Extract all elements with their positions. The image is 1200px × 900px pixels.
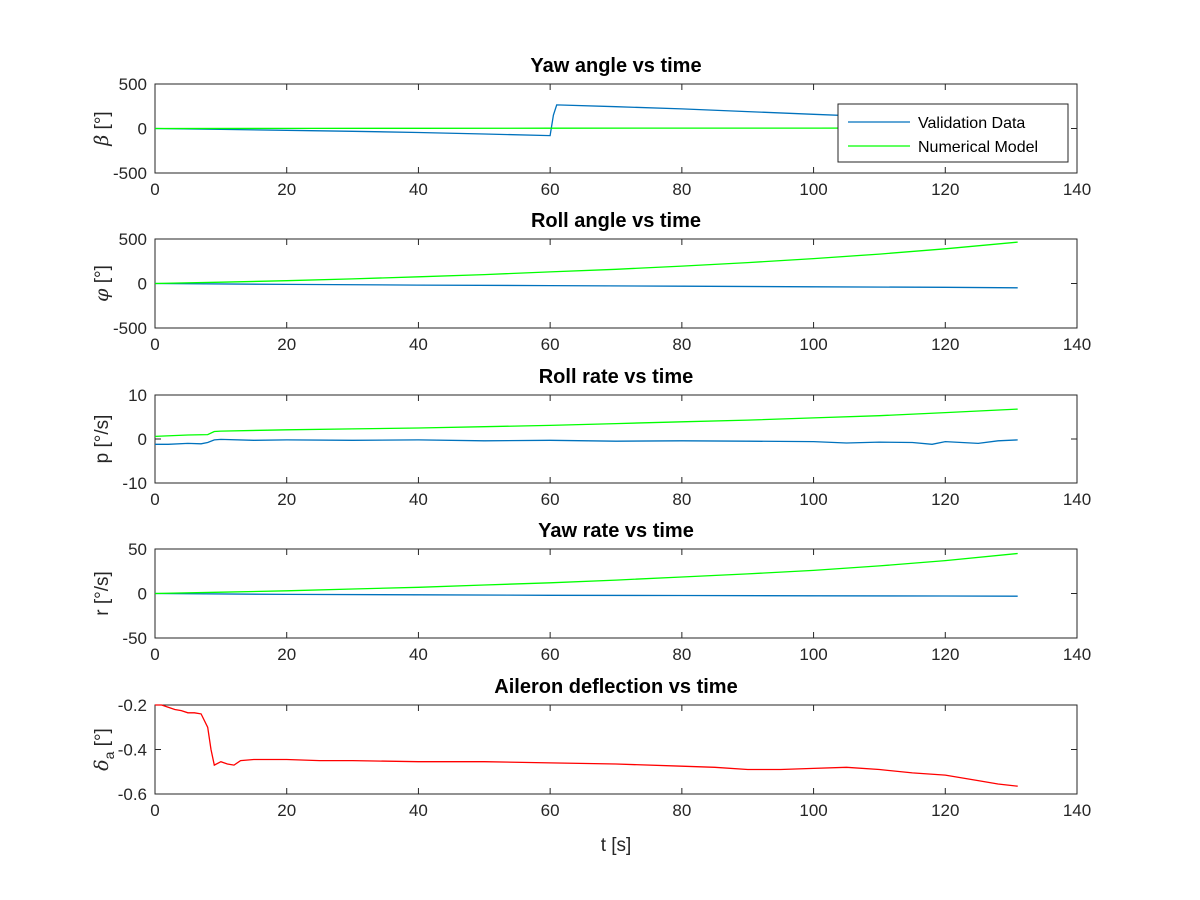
legend: Validation Data Numerical Model [837,103,1069,163]
x-tick-label: 20 [277,645,296,664]
x-tick-label: 80 [672,645,691,664]
y-axis-label-unit: [°/s] [92,571,113,609]
y-tick-label: 50 [128,540,147,559]
y-tick-label: 0 [138,585,147,604]
y-tick-label: 500 [119,75,147,94]
numerical-model-line [154,408,1018,438]
y-axis-label: r [°/s] [92,571,113,616]
x-tick-label: 140 [1063,645,1091,664]
validation-data-line [155,438,1018,445]
x-tick-label: 120 [931,490,959,509]
y-tick-label: -0.2 [118,696,147,715]
x-tick-label: 80 [672,490,691,509]
x-tick-label: 0 [150,645,159,664]
subplot-title: Yaw rate vs time [538,520,694,542]
x-tick-label: 80 [672,180,691,199]
x-tick-label: 100 [799,490,827,509]
y-tick-label: 0 [138,430,147,449]
x-tick-label: 80 [672,335,691,354]
y-tick-label: 0 [138,120,147,139]
x-tick-label: 140 [1063,801,1091,820]
axes-box [154,704,1078,795]
legend-entry: Validation Data [918,115,1025,132]
y-axis-label: β [°] [91,111,113,146]
x-tick-label: 40 [409,490,428,509]
x-tick-label: 120 [931,801,959,820]
x-tick-label: 40 [409,180,428,199]
y-axis-label-symbol: p [92,453,113,464]
y-axis-label-unit: [°] [92,728,113,751]
legend-entry: Numerical Model [918,139,1038,156]
x-tick-label: 140 [1063,180,1091,199]
x-tick-label: 140 [1063,335,1091,354]
x-tick-label: 40 [409,335,428,354]
numerical-model-line [154,552,1018,595]
x-tick-label: 60 [541,335,560,354]
y-tick-label: 500 [119,230,147,249]
x-tick-label: 40 [409,801,428,820]
y-axis-label-symbol: β [91,135,113,147]
y-tick-label: -0.4 [118,741,147,760]
x-tick-label: 100 [799,801,827,820]
subplot-title: Yaw angle vs time [530,55,701,77]
x-tick-label: 0 [150,801,159,820]
x-tick-label: 60 [541,180,560,199]
subplot-title: Roll rate vs time [539,366,694,388]
y-axis-label-subscript: a [101,751,117,759]
y-tick-label: 0 [138,275,147,294]
axes-box [154,548,1078,639]
aileron-line [155,704,1018,787]
subplot-title: Roll angle vs time [531,210,701,232]
y-tick-label: -10 [122,474,147,493]
numerical-model-line [154,241,1018,285]
legend-box [837,103,1069,163]
y-axis-label-unit: [°/s] [92,415,113,453]
x-tick-label: 120 [931,645,959,664]
y-axis-label-symbol: r [92,609,113,616]
x-tick-label: 20 [277,335,296,354]
x-tick-label: 100 [799,180,827,199]
y-axis-label-symbol: δ [91,759,113,770]
x-tick-label: 40 [409,645,428,664]
y-tick-label: -0.6 [118,785,147,804]
x-tick-label: 80 [672,801,691,820]
x-tick-label: 20 [277,490,296,509]
x-tick-label: 100 [799,645,827,664]
y-axis-label-unit: [°] [92,111,113,134]
axes-box [154,238,1078,329]
subplot-title: Aileron deflection vs time [494,676,737,698]
validation-data-line [154,282,1018,289]
x-tick-label: 60 [541,490,560,509]
y-axis-label: φ [°] [91,265,113,302]
y-tick-label: -500 [113,164,147,183]
y-axis-label: δa [°] [91,728,117,771]
x-tick-label: 0 [150,180,159,199]
y-tick-label: -50 [122,629,147,648]
x-axis-label: t [s] [601,835,632,856]
x-tick-label: 0 [150,335,159,354]
x-tick-label: 20 [277,180,296,199]
y-axis-label: p [°/s] [92,415,113,464]
y-axis-label-unit: [°] [92,265,113,288]
subplot-5: 0 20 40 60 80 100 120 140 -0.6 -0.4 -0.2 Aileron de… [91,676,1091,856]
axes-box [154,394,1078,484]
x-tick-label: 140 [1063,490,1091,509]
y-tick-label: 10 [128,386,147,405]
x-tick-label: 0 [150,490,159,509]
x-tick-label: 100 [799,335,827,354]
y-tick-label: -500 [113,319,147,338]
x-tick-label: 60 [541,645,560,664]
x-tick-label: 60 [541,801,560,820]
x-tick-label: 20 [277,801,296,820]
y-axis-label-symbol: φ [91,288,113,302]
x-tick-label: 120 [931,335,959,354]
validation-data-line [154,592,1018,597]
x-tick-label: 120 [931,180,959,199]
